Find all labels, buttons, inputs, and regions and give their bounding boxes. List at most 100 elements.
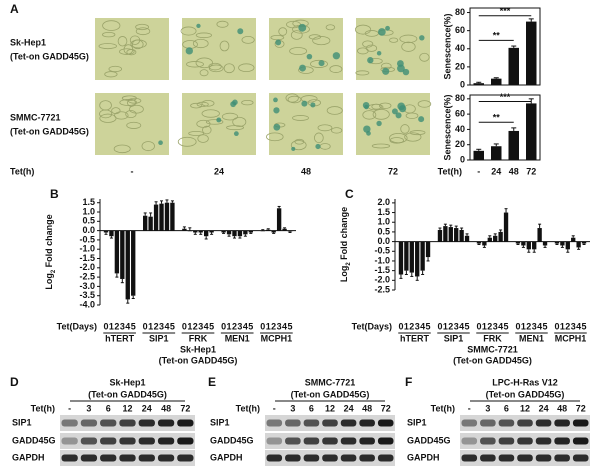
x-tick-label: 48	[509, 166, 519, 176]
caption: Sk-Hep1	[180, 344, 216, 354]
bar	[537, 228, 542, 242]
lane-label: 72	[381, 403, 391, 413]
y-tick-label: -0.5	[79, 234, 95, 244]
band	[554, 454, 570, 462]
cell	[202, 125, 212, 135]
lane-label: 3	[290, 403, 295, 413]
bar	[114, 230, 120, 274]
cell	[278, 27, 288, 36]
panel-label: D	[10, 375, 19, 389]
band	[266, 454, 283, 462]
bar	[266, 229, 271, 231]
bar	[193, 230, 198, 233]
y-tick-label: 0.0	[377, 236, 390, 246]
bar	[404, 241, 409, 271]
cell	[195, 57, 213, 69]
cell	[417, 100, 432, 108]
y-tick-label: -4.0	[79, 299, 95, 309]
panel-label: C	[345, 187, 354, 201]
cell-line-note: (Tet-on GADD45G)	[10, 51, 89, 61]
band	[285, 419, 301, 427]
bar	[473, 83, 484, 85]
lane-label: 3	[86, 403, 91, 413]
bar	[131, 230, 136, 296]
stained-cell	[419, 35, 425, 41]
day-label: 4	[498, 321, 503, 331]
day-label: 5	[543, 321, 548, 331]
y-tick-label: 1.0	[82, 206, 95, 216]
stained-cell	[298, 23, 307, 32]
day-label: 5	[209, 321, 214, 331]
bar	[565, 241, 570, 250]
cell	[219, 40, 230, 52]
y-tick-label: -1.5	[79, 253, 95, 263]
x-tick-label: hTERT	[105, 333, 134, 343]
day-label: 2	[409, 321, 414, 331]
bar	[248, 230, 253, 233]
x-axis-label: Tet(h)	[10, 166, 34, 176]
stained-cell	[395, 112, 402, 119]
x-tick-label: SIP1	[444, 333, 464, 343]
band	[61, 419, 78, 427]
y-tick-label: 60	[455, 108, 465, 118]
x-tick-label: MCPH1	[555, 333, 587, 343]
stained-cell	[315, 143, 321, 150]
stained-cell	[418, 116, 425, 123]
panel-label: A	[10, 2, 19, 16]
stained-cell	[216, 117, 222, 123]
cell	[317, 124, 333, 132]
stained-cell	[273, 123, 281, 131]
day-label: 4	[164, 321, 169, 331]
band	[340, 437, 357, 445]
bar	[226, 230, 232, 235]
y-tick-label: 60	[455, 25, 465, 35]
cell	[325, 24, 336, 31]
day-label: 4	[125, 321, 130, 331]
bar	[103, 230, 109, 233]
band	[340, 419, 357, 427]
lane-label: 12	[122, 403, 132, 413]
x-tick-label: SIP1	[149, 333, 169, 343]
cell	[99, 113, 117, 123]
cell	[99, 109, 113, 119]
band	[480, 437, 496, 445]
lane-label: 24	[344, 403, 354, 413]
bar	[420, 241, 425, 271]
band	[359, 454, 375, 462]
band	[535, 419, 552, 427]
cell	[126, 121, 142, 129]
band	[535, 454, 552, 462]
lane-label: 24	[142, 403, 152, 413]
band	[285, 437, 301, 445]
bar	[482, 241, 487, 246]
band	[517, 454, 533, 462]
lane-label: 48	[362, 403, 372, 413]
stained-cell	[376, 51, 382, 56]
band	[572, 454, 589, 462]
y-tick-label: 1.5	[377, 207, 390, 217]
x-axis-label: Tet(h)	[236, 403, 260, 413]
cell	[223, 63, 235, 74]
cell	[362, 40, 374, 48]
stained-cell	[362, 101, 370, 109]
bar	[271, 230, 276, 233]
row-label: SIP1	[407, 417, 427, 427]
band	[177, 454, 194, 462]
band	[157, 437, 175, 445]
cell	[102, 31, 116, 38]
cell	[195, 32, 213, 39]
cell	[216, 20, 229, 28]
band	[377, 454, 394, 462]
y-tick-label: 80	[455, 7, 465, 17]
day-label: 3	[159, 321, 164, 331]
bar	[491, 146, 502, 160]
day-label: 1	[560, 321, 565, 331]
band	[303, 437, 320, 445]
bar	[560, 241, 565, 246]
day-label: 1	[521, 321, 526, 331]
band	[322, 437, 338, 445]
lane-label: 24	[539, 403, 549, 413]
lane-label: 72	[180, 403, 190, 413]
cell	[232, 116, 247, 127]
band	[322, 419, 338, 427]
